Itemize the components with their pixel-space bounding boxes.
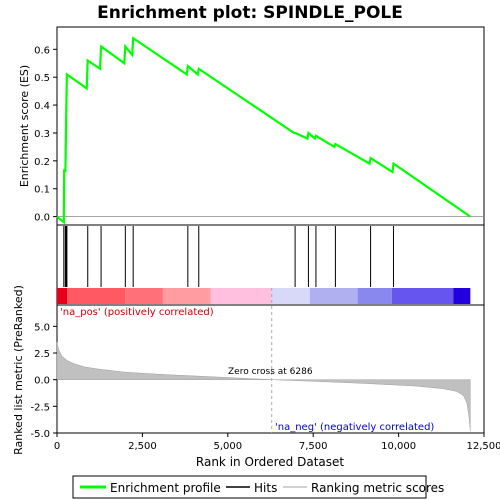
ranking-metric-area xyxy=(56,342,471,431)
legend-enrichment-label: Enrichment profile xyxy=(110,481,221,495)
es-y-axis-label: Enrichment score (ES) xyxy=(18,65,31,187)
es-panel-frame xyxy=(56,26,485,226)
pos-label: 'na_pos' (positively correlated) xyxy=(60,307,214,318)
heatmap-segment xyxy=(67,288,126,304)
neg-label: 'na_neg' (negatively correlated) xyxy=(275,422,434,433)
heatmap-segment xyxy=(210,288,272,304)
es-y-axis: 0.0 0.1 0.2 0.3 0.4 0.5 0.6 xyxy=(34,45,57,224)
enrichment-profile-line xyxy=(56,36,471,225)
x-tick-label: 10,000 xyxy=(381,441,416,452)
legend-metric-label: Ranking metric scores xyxy=(311,481,444,495)
x-tick-label: 7,500 xyxy=(299,441,328,452)
heatmap-segment xyxy=(125,288,163,304)
es-y-tick-label: 0.4 xyxy=(34,101,50,112)
legend: Enrichment profile Hits Ranking metric s… xyxy=(72,475,444,499)
zero-cross-label: Zero cross at 6286 xyxy=(228,367,313,377)
heatmap-segment xyxy=(271,288,310,304)
es-y-tick-label: 0.2 xyxy=(34,157,50,168)
metric-y-tick-label: -2.5 xyxy=(30,402,50,413)
ranking-heatmap-bar xyxy=(57,288,471,304)
heatmap-segment xyxy=(453,288,471,304)
legend-hits-label: Hits xyxy=(254,481,277,495)
x-tick-label: 5,000 xyxy=(213,441,242,452)
metric-y-tick-label: -5.0 xyxy=(30,429,50,440)
es-y-tick-label: 0.1 xyxy=(34,185,50,196)
metric-y-axis-label: Ranked list metric (PreRanked) xyxy=(12,285,25,455)
x-tick-label: 2,500 xyxy=(128,441,157,452)
heatmap-segment xyxy=(391,288,454,304)
x-tick-label: 12,500 xyxy=(467,441,500,452)
es-y-tick-label: 0.0 xyxy=(34,213,50,224)
x-tick-label: 0 xyxy=(54,441,60,452)
metric-y-tick-label: 2.5 xyxy=(34,349,50,360)
heatmap-segment xyxy=(309,288,358,304)
heatmap-segment xyxy=(162,288,211,304)
x-axis-label: Rank in Ordered Dataset xyxy=(196,455,344,469)
metric-y-tick-label: 0.0 xyxy=(34,376,50,387)
heatmap-segment xyxy=(57,288,68,304)
es-y-tick-label: 0.3 xyxy=(34,129,50,140)
hit-markers xyxy=(63,226,394,287)
metric-y-tick-label: 5.0 xyxy=(34,322,50,333)
heatmap-segment xyxy=(357,288,392,304)
metric-x-axis: 0 2,500 5,000 7,500 10,000 12,500 xyxy=(54,433,500,452)
es-y-tick-label: 0.5 xyxy=(34,73,50,84)
es-y-tick-label: 0.6 xyxy=(34,45,50,56)
chart-title: Enrichment plot: SPINDLE_POLE xyxy=(97,3,403,23)
metric-y-axis: -5.0 -2.5 0.0 2.5 5.0 xyxy=(30,322,57,440)
